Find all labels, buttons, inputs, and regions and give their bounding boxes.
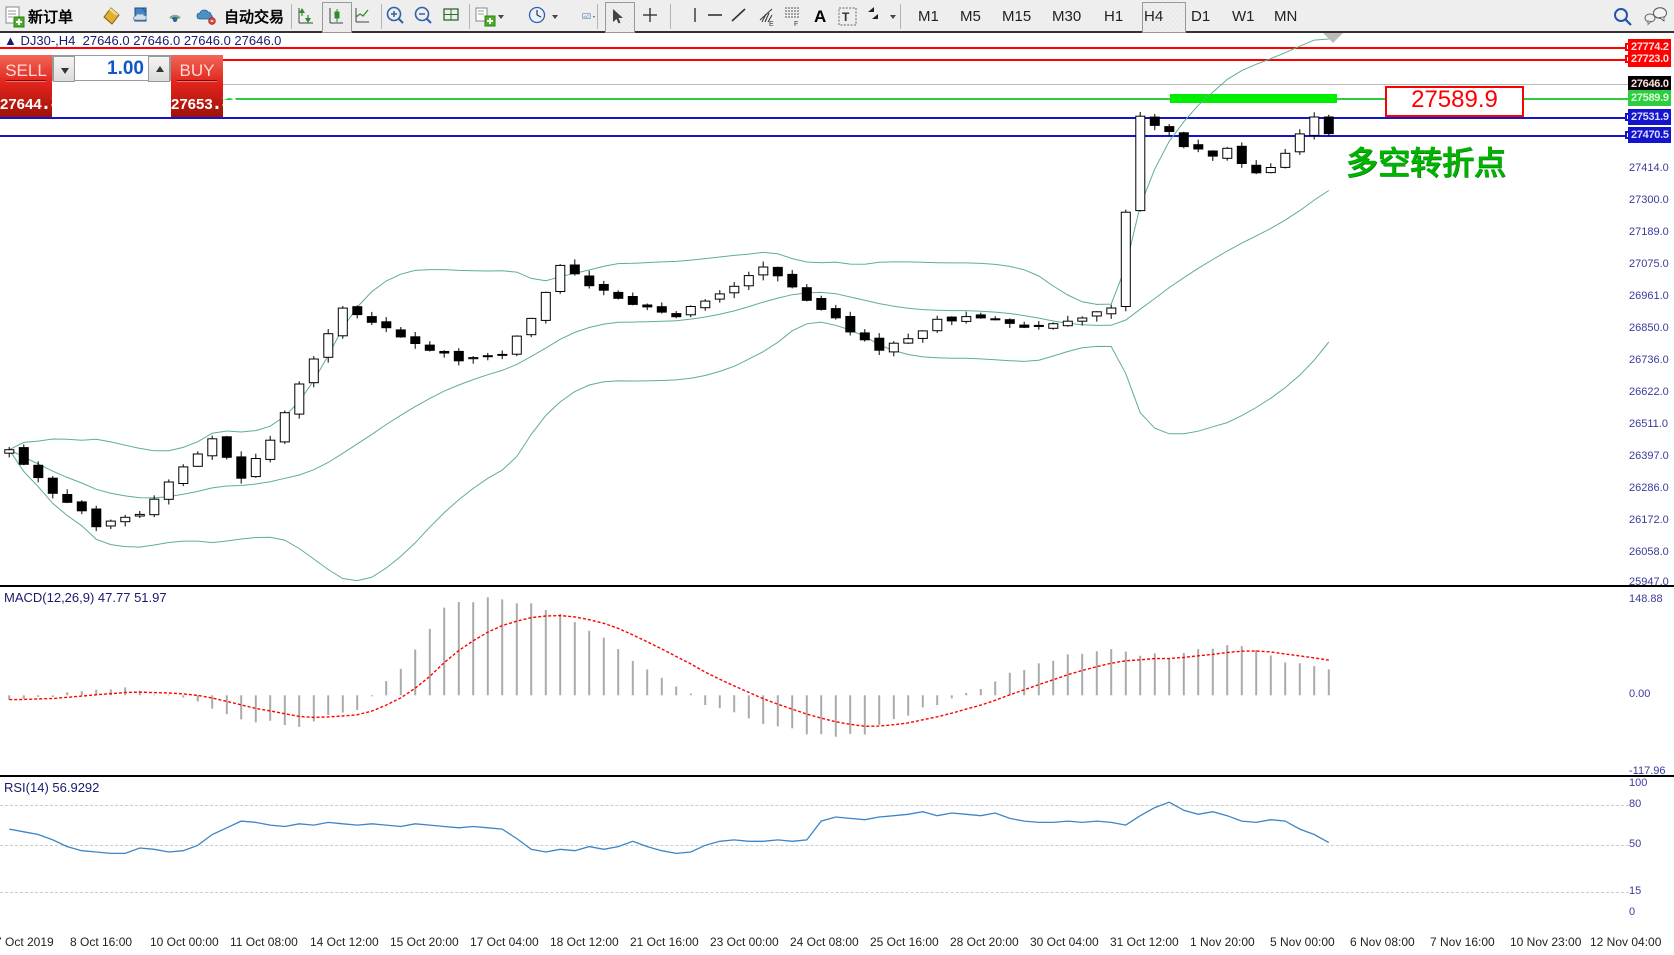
svg-text:F: F [794,21,798,28]
svg-text:E: E [769,21,774,28]
svg-text:T: T [842,10,850,24]
